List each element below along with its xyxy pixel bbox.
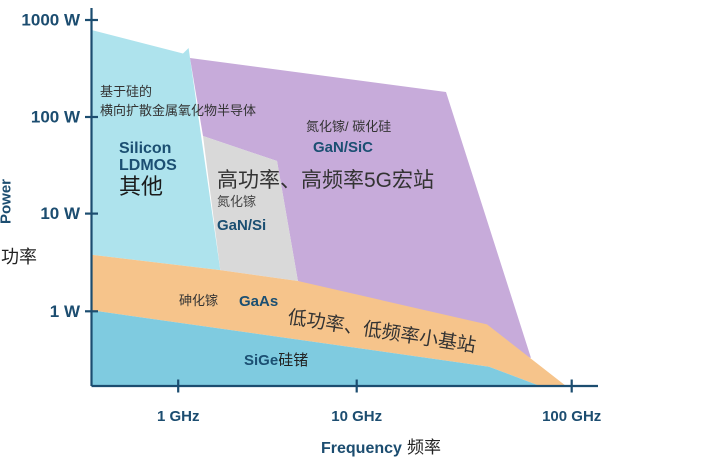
svg-text:1 GHz: 1 GHz <box>157 408 200 425</box>
svg-text:10 GHz: 10 GHz <box>331 408 382 425</box>
svg-text:100 W: 100 W <box>31 108 81 127</box>
svg-text:LDMOS: LDMOS <box>119 157 177 174</box>
svg-text:其他: 其他 <box>119 174 163 199</box>
svg-text:SiGe硅锗: SiGe硅锗 <box>244 352 308 369</box>
svg-text:氮化镓/ 碳化硅: 氮化镓/ 碳化硅 <box>306 119 391 134</box>
svg-text:基于硅的: 基于硅的 <box>100 84 152 99</box>
svg-text:Frequency: Frequency <box>321 440 402 457</box>
svg-text:10 W: 10 W <box>40 204 81 223</box>
svg-text:1000 W: 1000 W <box>21 11 81 30</box>
svg-text:Silicon: Silicon <box>119 140 171 157</box>
svg-text:氮化镓: 氮化镓 <box>217 194 256 209</box>
svg-text:GaN/SiC: GaN/SiC <box>313 139 373 156</box>
svg-text:GaN/Si: GaN/Si <box>217 217 266 234</box>
svg-text:频率: 频率 <box>407 438 441 457</box>
svg-text:100 GHz: 100 GHz <box>542 408 601 425</box>
svg-text:1 W: 1 W <box>50 302 81 321</box>
svg-text:横向扩散金属氧化物半导体: 横向扩散金属氧化物半导体 <box>100 103 256 118</box>
svg-text:GaAs: GaAs <box>239 293 278 310</box>
svg-text:功率: 功率 <box>1 247 37 267</box>
svg-text:Power: Power <box>0 179 15 224</box>
svg-text:砷化镓: 砷化镓 <box>179 293 218 308</box>
svg-text:高功率、高频率5G宏站: 高功率、高频率5G宏站 <box>217 169 434 192</box>
